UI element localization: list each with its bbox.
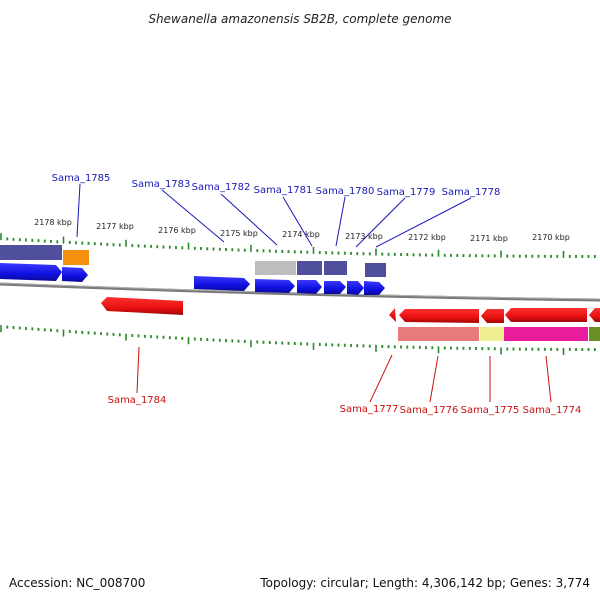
- gene-label[interactable]: Sama_1775: [461, 405, 520, 416]
- kbp-tick-label: 2173 kbp: [345, 232, 383, 241]
- label-leader-line: [335, 196, 346, 247]
- genome-backbone: [0, 282, 600, 302]
- topology-text: Topology: circular; Length: 4,306,142 bp…: [260, 576, 590, 590]
- label-leader-line: [429, 355, 439, 403]
- gene-arrow-forward[interactable]: [0, 263, 62, 281]
- tick-row-reverse: [0, 325, 596, 355]
- label-leader-line: [282, 196, 313, 247]
- label-leader-line: [220, 193, 278, 246]
- gene-track-forward: [0, 263, 385, 295]
- label-leader-line: [76, 183, 81, 238]
- gene-label[interactable]: Sama_1785: [52, 173, 111, 184]
- gene-arrow-forward[interactable]: [297, 280, 322, 294]
- gene-labels-reverse: Sama_1784 Sama_1777 Sama_1776 Sama_1775 …: [108, 346, 582, 416]
- cog-block: [480, 327, 504, 341]
- cog-block: [398, 327, 479, 341]
- map-title: Shewanella amazonensis SB2B, complete ge…: [148, 12, 451, 26]
- label-leader-line: [545, 355, 552, 403]
- label-leader-line: [136, 346, 140, 394]
- cog-block: [255, 261, 296, 275]
- gene-arrow-forward[interactable]: [324, 281, 346, 294]
- cog-track-forward: [0, 245, 386, 277]
- label-leader-line: [369, 354, 393, 403]
- gene-arrow-forward[interactable]: [255, 279, 295, 293]
- kbp-scale: 2178 kbp 2177 kbp 2176 kbp 2175 kbp 2174…: [34, 218, 570, 243]
- gene-label[interactable]: Sama_1783: [132, 179, 191, 190]
- kbp-tick-label: 2170 kbp: [532, 233, 570, 242]
- label-leader-line: [375, 197, 472, 248]
- cog-track-reverse: [398, 327, 600, 341]
- gene-label[interactable]: Sama_1784: [108, 395, 167, 406]
- gene-label[interactable]: Sama_1777: [340, 404, 399, 415]
- gene-label[interactable]: Sama_1781: [254, 185, 313, 196]
- cog-block: [504, 327, 588, 341]
- cog-block: [365, 263, 386, 277]
- tick-row-forward: [0, 233, 596, 258]
- kbp-tick-label: 2177 kbp: [96, 222, 134, 231]
- gene-arrow-reverse[interactable]: [389, 308, 396, 322]
- kbp-tick-label: 2172 kbp: [408, 233, 446, 242]
- gene-arrow-reverse[interactable]: [481, 309, 504, 323]
- kbp-tick-label: 2175 kbp: [220, 229, 258, 238]
- gene-label[interactable]: Sama_1779: [377, 187, 436, 198]
- label-leader-line: [161, 189, 225, 243]
- gene-arrow-reverse[interactable]: [399, 309, 479, 323]
- gene-track-reverse: [101, 297, 600, 323]
- gene-label[interactable]: Sama_1776: [400, 405, 459, 416]
- gene-arrow-reverse[interactable]: [505, 308, 587, 322]
- cog-block: [63, 250, 89, 265]
- accession-text: Accession: NC_008700: [9, 576, 146, 590]
- gene-arrow-reverse[interactable]: [589, 308, 600, 322]
- gene-arrow-forward[interactable]: [62, 267, 88, 282]
- cog-block: [297, 261, 322, 275]
- gene-label[interactable]: Sama_1782: [192, 182, 251, 193]
- cog-block: [589, 327, 600, 341]
- kbp-tick-label: 2176 kbp: [158, 226, 196, 235]
- kbp-tick-label: 2171 kbp: [470, 234, 508, 243]
- gene-label[interactable]: Sama_1774: [523, 405, 582, 416]
- kbp-tick-label: 2178 kbp: [34, 218, 72, 227]
- label-leader-line: [355, 197, 406, 248]
- gene-labels-forward: Sama_1785 Sama_1783 Sama_1782 Sama_1781 …: [52, 173, 501, 248]
- kbp-tick-label: 2174 kbp: [282, 230, 320, 239]
- gene-label[interactable]: Sama_1780: [316, 186, 375, 197]
- gene-arrow-forward[interactable]: [364, 281, 385, 295]
- gene-arrow-forward[interactable]: [347, 281, 364, 295]
- cog-block: [0, 245, 62, 260]
- cog-block: [324, 261, 347, 275]
- gene-arrow-forward[interactable]: [194, 276, 250, 291]
- gene-label[interactable]: Sama_1778: [442, 187, 501, 198]
- gene-arrow-reverse[interactable]: [101, 297, 183, 315]
